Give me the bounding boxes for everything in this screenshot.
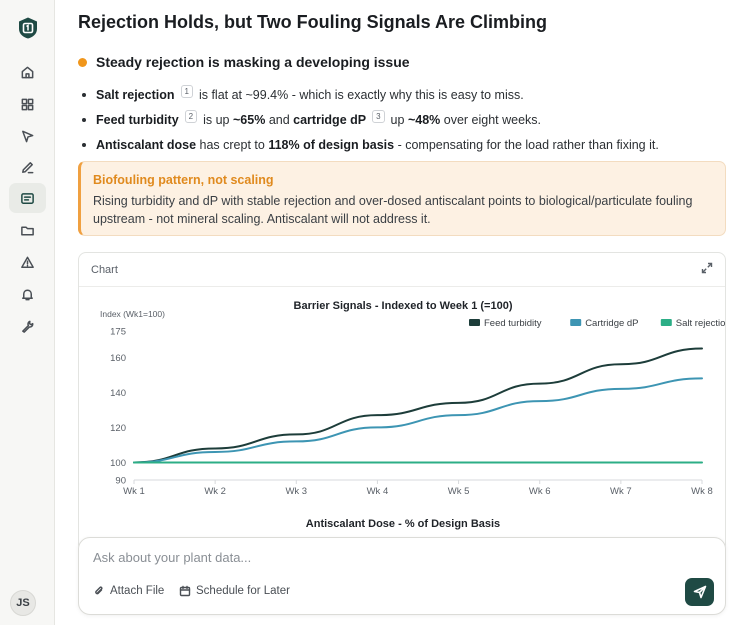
bold-text: 118% of design basis: [268, 137, 395, 152]
series-line-feed-turbidity: [133, 347, 703, 464]
expand-icon[interactable]: [701, 261, 713, 279]
bold-text: cartridge dP: [293, 112, 367, 127]
x-tick-label: Wk 5: [448, 486, 470, 497]
bullet-icon: [82, 142, 86, 147]
bold-text: ~48%: [407, 112, 441, 127]
series-line-cartridge-dp: [133, 377, 703, 464]
pencil-icon: [22, 161, 34, 173]
text: has crept to: [199, 137, 265, 152]
bell-icon: [22, 289, 33, 300]
x-tick-label: Wk 8: [691, 486, 713, 497]
text: is flat at ~99.4% - which is exactly why…: [198, 87, 524, 102]
sidebar: JS: [0, 0, 55, 625]
legend-swatch-cartridge-dp: [570, 319, 582, 326]
sidebar-item-alerts[interactable]: [9, 247, 46, 277]
send-button[interactable]: [685, 578, 714, 606]
avatar[interactable]: JS: [10, 590, 36, 616]
bullet-icon: [82, 92, 86, 97]
text: up: [390, 112, 405, 127]
text: is up: [203, 112, 230, 127]
attach-label: Attach File: [110, 585, 165, 597]
legend-swatch-feed-turbidity: [469, 319, 480, 326]
wrench-icon: [22, 320, 34, 333]
paperclip-icon: [95, 586, 103, 595]
text: - compensating for the load rather than …: [397, 137, 659, 152]
list-item: Salt rejection 1 is flat at ~99.4% - whi…: [82, 82, 659, 107]
sidebar-item-home[interactable]: [9, 57, 46, 87]
insight-callout: Biofouling pattern, not scaling Rising t…: [78, 161, 726, 236]
schedule-label: Schedule for Later: [196, 585, 290, 597]
bold-text: ~65%: [233, 112, 266, 127]
text: over eight weeks.: [443, 112, 542, 127]
folder-icon: [21, 225, 34, 235]
y-tick-label: 175: [110, 327, 126, 338]
page-title: Rejection Holds, but Two Fouling Signals…: [78, 12, 548, 32]
list-item: Feed turbidity 2 is up ~65% and cartridg…: [82, 107, 659, 132]
legend-swatch-salt-rejection: [660, 319, 672, 326]
sidebar-item-dashboard[interactable]: [9, 89, 46, 119]
cursor-icon: [22, 130, 34, 142]
sidebar-item-select[interactable]: [9, 121, 46, 151]
callout-body: Rising turbidity and dP with stable reje…: [93, 194, 693, 226]
main-content: Rejection Holds, but Two Fouling Signals…: [55, 0, 750, 625]
legend-label: Cartridge dP: [585, 318, 638, 329]
legend-label: Feed turbidity: [484, 318, 542, 329]
home-icon: [21, 66, 34, 78]
message-input[interactable]: Ask about your plant data...: [93, 550, 252, 565]
footnote-ref[interactable]: 3: [372, 110, 385, 123]
footnote-ref[interactable]: 1: [180, 85, 193, 98]
attach-file-button[interactable]: Attach File: [93, 585, 164, 597]
grid-icon: [21, 98, 34, 110]
chart-card-label: Chart: [91, 263, 118, 276]
y-tick-label: 90: [115, 476, 126, 487]
y-tick-label: 160: [110, 353, 126, 364]
bold-text: Antiscalant dose: [96, 137, 197, 152]
section-header: Steady rejection is masking a developing…: [78, 54, 410, 70]
status-dot-icon: [78, 57, 87, 67]
chart-title: Barrier Signals - Indexed to Week 1 (=10…: [294, 300, 513, 312]
x-tick-label: Wk 1: [123, 486, 145, 497]
y-tick-label: 120: [110, 423, 126, 434]
section-title: Steady rejection is masking a developing…: [96, 54, 410, 70]
x-tick-label: Wk 7: [610, 486, 632, 497]
report-icon: [21, 192, 34, 204]
sidebar-item-edit[interactable]: [9, 152, 46, 182]
sidebar-item-files[interactable]: [9, 215, 46, 245]
x-tick-label: Wk 6: [529, 486, 551, 497]
legend-label: Salt rejection: [676, 318, 726, 329]
sidebar-item-notifications[interactable]: [9, 279, 46, 309]
x-tick-label: Wk 3: [285, 486, 307, 497]
bold-text: Salt rejection: [96, 87, 175, 102]
callout-title: Biofouling pattern, not scaling: [93, 173, 274, 187]
chat-composer: Ask about your plant data... Attach File…: [78, 537, 726, 615]
footnote-ref[interactable]: 2: [184, 110, 198, 123]
logo-icon[interactable]: [16, 16, 40, 40]
send-icon: [693, 585, 706, 599]
sidebar-item-reports[interactable]: [9, 183, 46, 213]
y-tick-label: 100: [110, 458, 126, 469]
y-axis-label: Index (Wk1=100): [100, 309, 165, 319]
chart-header: Chart: [79, 253, 725, 287]
calendar-icon: [179, 585, 191, 597]
alert-icon: [21, 256, 34, 268]
y-tick-label: 140: [110, 388, 126, 399]
sidebar-item-tools[interactable]: [9, 311, 46, 341]
line-chart: Barrier Signals - Indexed to Week 1 (=10…: [100, 300, 726, 530]
bullet-icon: [82, 117, 86, 122]
next-chart-title: Antiscalant Dose - % of Design Basis: [306, 518, 500, 530]
list-item: Antiscalant dose has crept to 118% of de…: [82, 132, 659, 157]
x-tick-label: Wk 4: [367, 486, 389, 497]
x-tick-label: Wk 2: [204, 486, 226, 497]
bold-text: Feed turbidity: [96, 112, 179, 127]
text: and: [268, 112, 290, 127]
schedule-button[interactable]: Schedule for Later: [179, 585, 290, 597]
chart-card: Chart Barrier Signals - Indexed to Week …: [78, 252, 726, 552]
finding-list: Salt rejection 1 is flat at ~99.4% - whi…: [82, 82, 659, 157]
